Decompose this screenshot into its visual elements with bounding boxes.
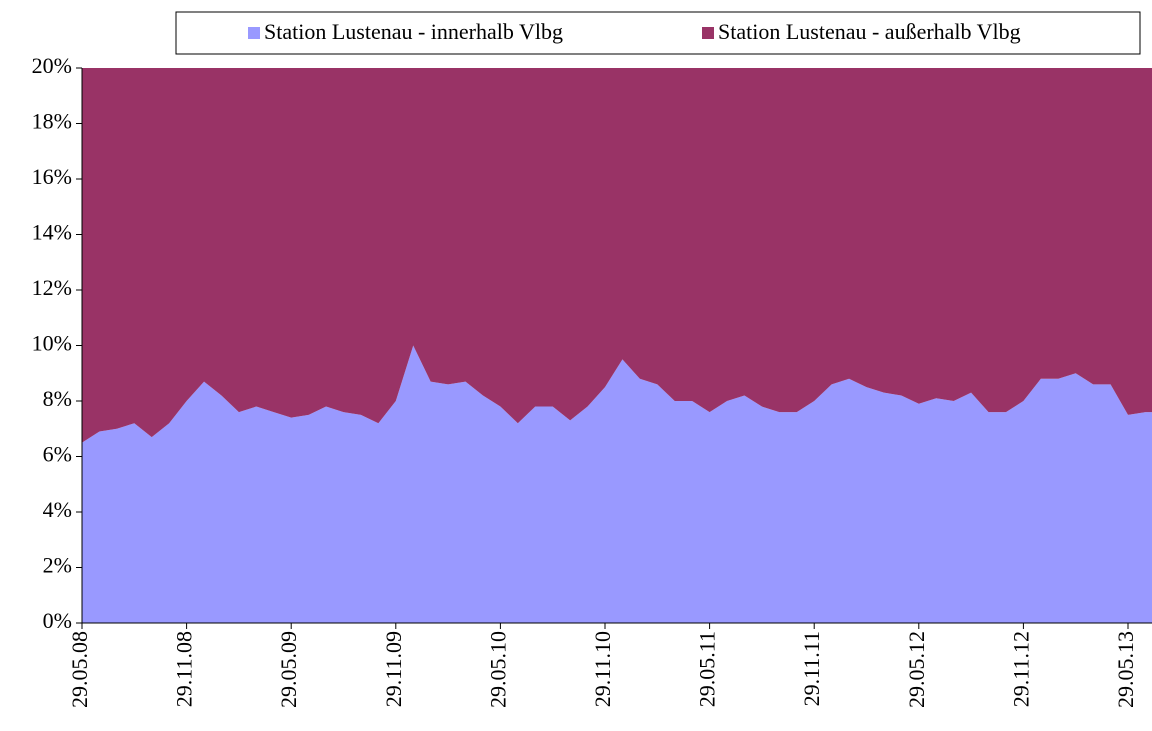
x-tick-label: 29.11.10 — [590, 631, 615, 707]
y-tick-label: 6% — [43, 442, 72, 467]
x-tick-label: 29.11.08 — [172, 631, 197, 707]
area — [82, 345, 1152, 623]
y-tick-label: 18% — [32, 109, 72, 134]
plot-area — [82, 68, 1152, 623]
y-tick-label: 10% — [32, 331, 72, 356]
y-tick-label: 20% — [32, 53, 72, 78]
area — [82, 68, 1152, 443]
legend-box — [175, 11, 1141, 55]
y-tick-label: 0% — [43, 608, 72, 633]
y-tick-label: 8% — [43, 386, 72, 411]
legend-label: Station Lustenau - innerhalb Vlbg — [264, 19, 563, 44]
x-tick-label: 29.05.09 — [276, 631, 301, 708]
y-tick-label: 16% — [32, 164, 72, 189]
x-tick-label: 29.05.13 — [1113, 631, 1138, 708]
legend-swatch — [702, 27, 714, 39]
x-tick-label: 29.11.12 — [1008, 631, 1033, 707]
y-tick-label: 2% — [43, 553, 72, 578]
y-tick-label: 4% — [43, 497, 72, 522]
x-tick-label: 29.05.12 — [904, 631, 929, 708]
x-tick-label: 29.05.08 — [67, 631, 92, 708]
x-tick-label: 29.05.11 — [695, 631, 720, 707]
x-tick-label: 29.11.09 — [381, 631, 406, 707]
legend-swatch — [248, 27, 260, 39]
y-tick-label: 12% — [32, 275, 72, 300]
x-tick-label: 29.11.11 — [799, 631, 824, 706]
y-tick-label: 14% — [32, 220, 72, 245]
x-tick-label: 29.05.10 — [485, 631, 510, 708]
legend-label: Station Lustenau - außerhalb Vlbg — [718, 19, 1021, 44]
